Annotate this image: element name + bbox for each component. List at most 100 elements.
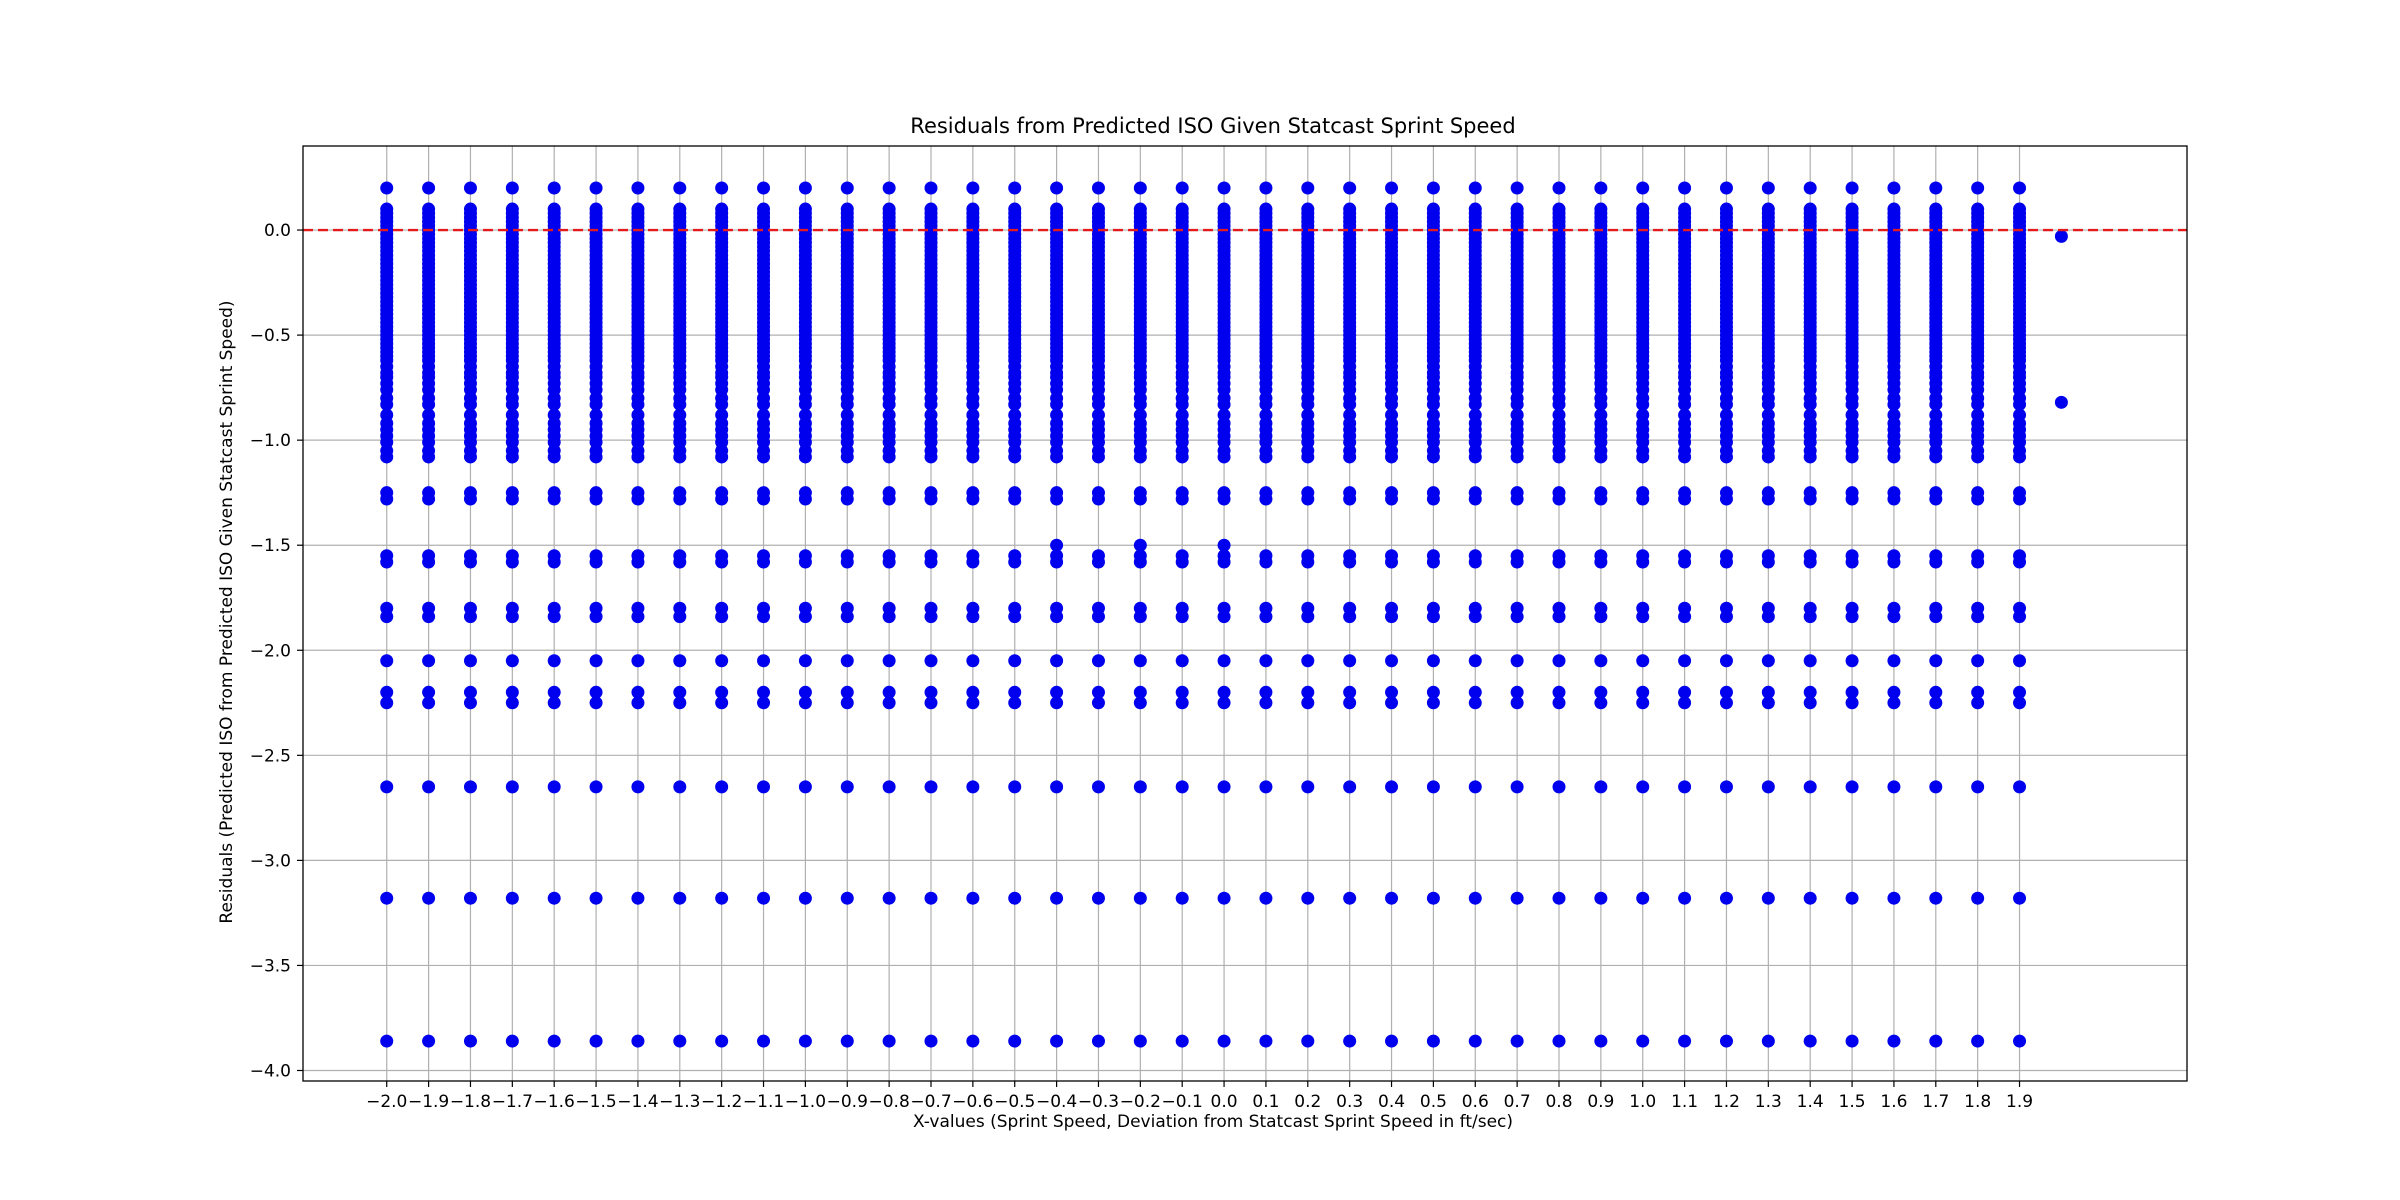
data-point — [1301, 696, 1315, 710]
x-tick-label: 0.4 — [1378, 1092, 1405, 1112]
data-point — [1887, 610, 1901, 624]
data-point — [1008, 181, 1022, 195]
data-point — [1217, 610, 1231, 624]
data-point — [1133, 555, 1147, 569]
data-point — [1929, 654, 1943, 668]
data-point — [1636, 654, 1650, 668]
data-point — [2013, 450, 2027, 464]
data-point — [1343, 696, 1357, 710]
data-point — [547, 181, 561, 195]
data-point — [1008, 610, 1022, 624]
data-point — [757, 780, 771, 794]
data-point — [1175, 397, 1189, 411]
data-point — [1887, 891, 1901, 905]
data-point — [1050, 610, 1064, 624]
data-point — [1594, 654, 1608, 668]
y-tick-label: 0.0 — [264, 221, 291, 241]
data-point — [1343, 181, 1357, 195]
data-point — [1678, 492, 1692, 506]
data-point — [463, 891, 477, 905]
data-point — [757, 181, 771, 195]
data-point — [882, 654, 896, 668]
data-point — [798, 654, 812, 668]
data-point — [1510, 181, 1524, 195]
data-point — [798, 397, 812, 411]
data-point — [631, 555, 645, 569]
x-tick-label: 1.7 — [1922, 1092, 1949, 1112]
data-point — [2054, 395, 2068, 409]
data-point — [798, 696, 812, 710]
data-point — [1761, 696, 1775, 710]
data-point — [1426, 610, 1440, 624]
data-point — [1259, 654, 1273, 668]
data-point — [631, 780, 645, 794]
data-point — [966, 1034, 980, 1048]
data-point — [673, 685, 687, 699]
data-point — [1217, 181, 1231, 195]
data-point — [380, 555, 394, 569]
data-point — [1803, 397, 1817, 411]
x-tick-label: −1.1 — [743, 1092, 784, 1112]
data-point — [1468, 685, 1482, 699]
data-point — [1175, 181, 1189, 195]
data-point — [1050, 397, 1064, 411]
data-point — [1343, 654, 1357, 668]
data-point — [1887, 450, 1901, 464]
data-point — [1761, 397, 1775, 411]
data-point — [1510, 780, 1524, 794]
data-point — [757, 654, 771, 668]
data-point — [1091, 397, 1105, 411]
data-point — [1678, 780, 1692, 794]
data-point — [1385, 181, 1399, 195]
data-point — [1510, 610, 1524, 624]
data-point — [1971, 555, 1985, 569]
data-point — [1133, 610, 1147, 624]
data-point — [924, 696, 938, 710]
data-point — [1594, 696, 1608, 710]
data-point — [1468, 696, 1482, 710]
data-point — [798, 1034, 812, 1048]
data-point — [1594, 891, 1608, 905]
data-point — [1343, 492, 1357, 506]
data-point — [505, 181, 519, 195]
data-point — [1929, 397, 1943, 411]
data-point — [1510, 654, 1524, 668]
data-point — [463, 696, 477, 710]
data-point — [1259, 181, 1273, 195]
x-tick-label: 0.5 — [1420, 1092, 1447, 1112]
data-point — [1552, 780, 1566, 794]
data-point — [589, 891, 603, 905]
data-point — [1761, 555, 1775, 569]
data-point — [463, 181, 477, 195]
data-point — [422, 654, 436, 668]
data-point — [1468, 610, 1482, 624]
data-point — [1803, 450, 1817, 464]
data-point — [1552, 891, 1566, 905]
data-point — [1719, 1034, 1733, 1048]
data-point — [463, 397, 477, 411]
data-point — [380, 654, 394, 668]
data-point — [505, 450, 519, 464]
data-point — [1426, 891, 1440, 905]
data-point — [380, 891, 394, 905]
x-tick-label: 1.8 — [1964, 1092, 1991, 1112]
data-point — [966, 181, 980, 195]
data-point — [1385, 891, 1399, 905]
data-point — [882, 1034, 896, 1048]
data-point — [505, 610, 519, 624]
data-point — [547, 891, 561, 905]
data-point — [1426, 654, 1440, 668]
y-tick-label: −2.5 — [250, 746, 291, 766]
data-point — [966, 492, 980, 506]
data-point — [1803, 780, 1817, 794]
data-point — [2013, 492, 2027, 506]
data-point — [1594, 181, 1608, 195]
data-point — [1008, 696, 1022, 710]
data-point — [2013, 696, 2027, 710]
data-point — [1050, 555, 1064, 569]
data-point — [2013, 1034, 2027, 1048]
data-point — [882, 891, 896, 905]
data-point — [1050, 780, 1064, 794]
data-point — [1636, 492, 1650, 506]
